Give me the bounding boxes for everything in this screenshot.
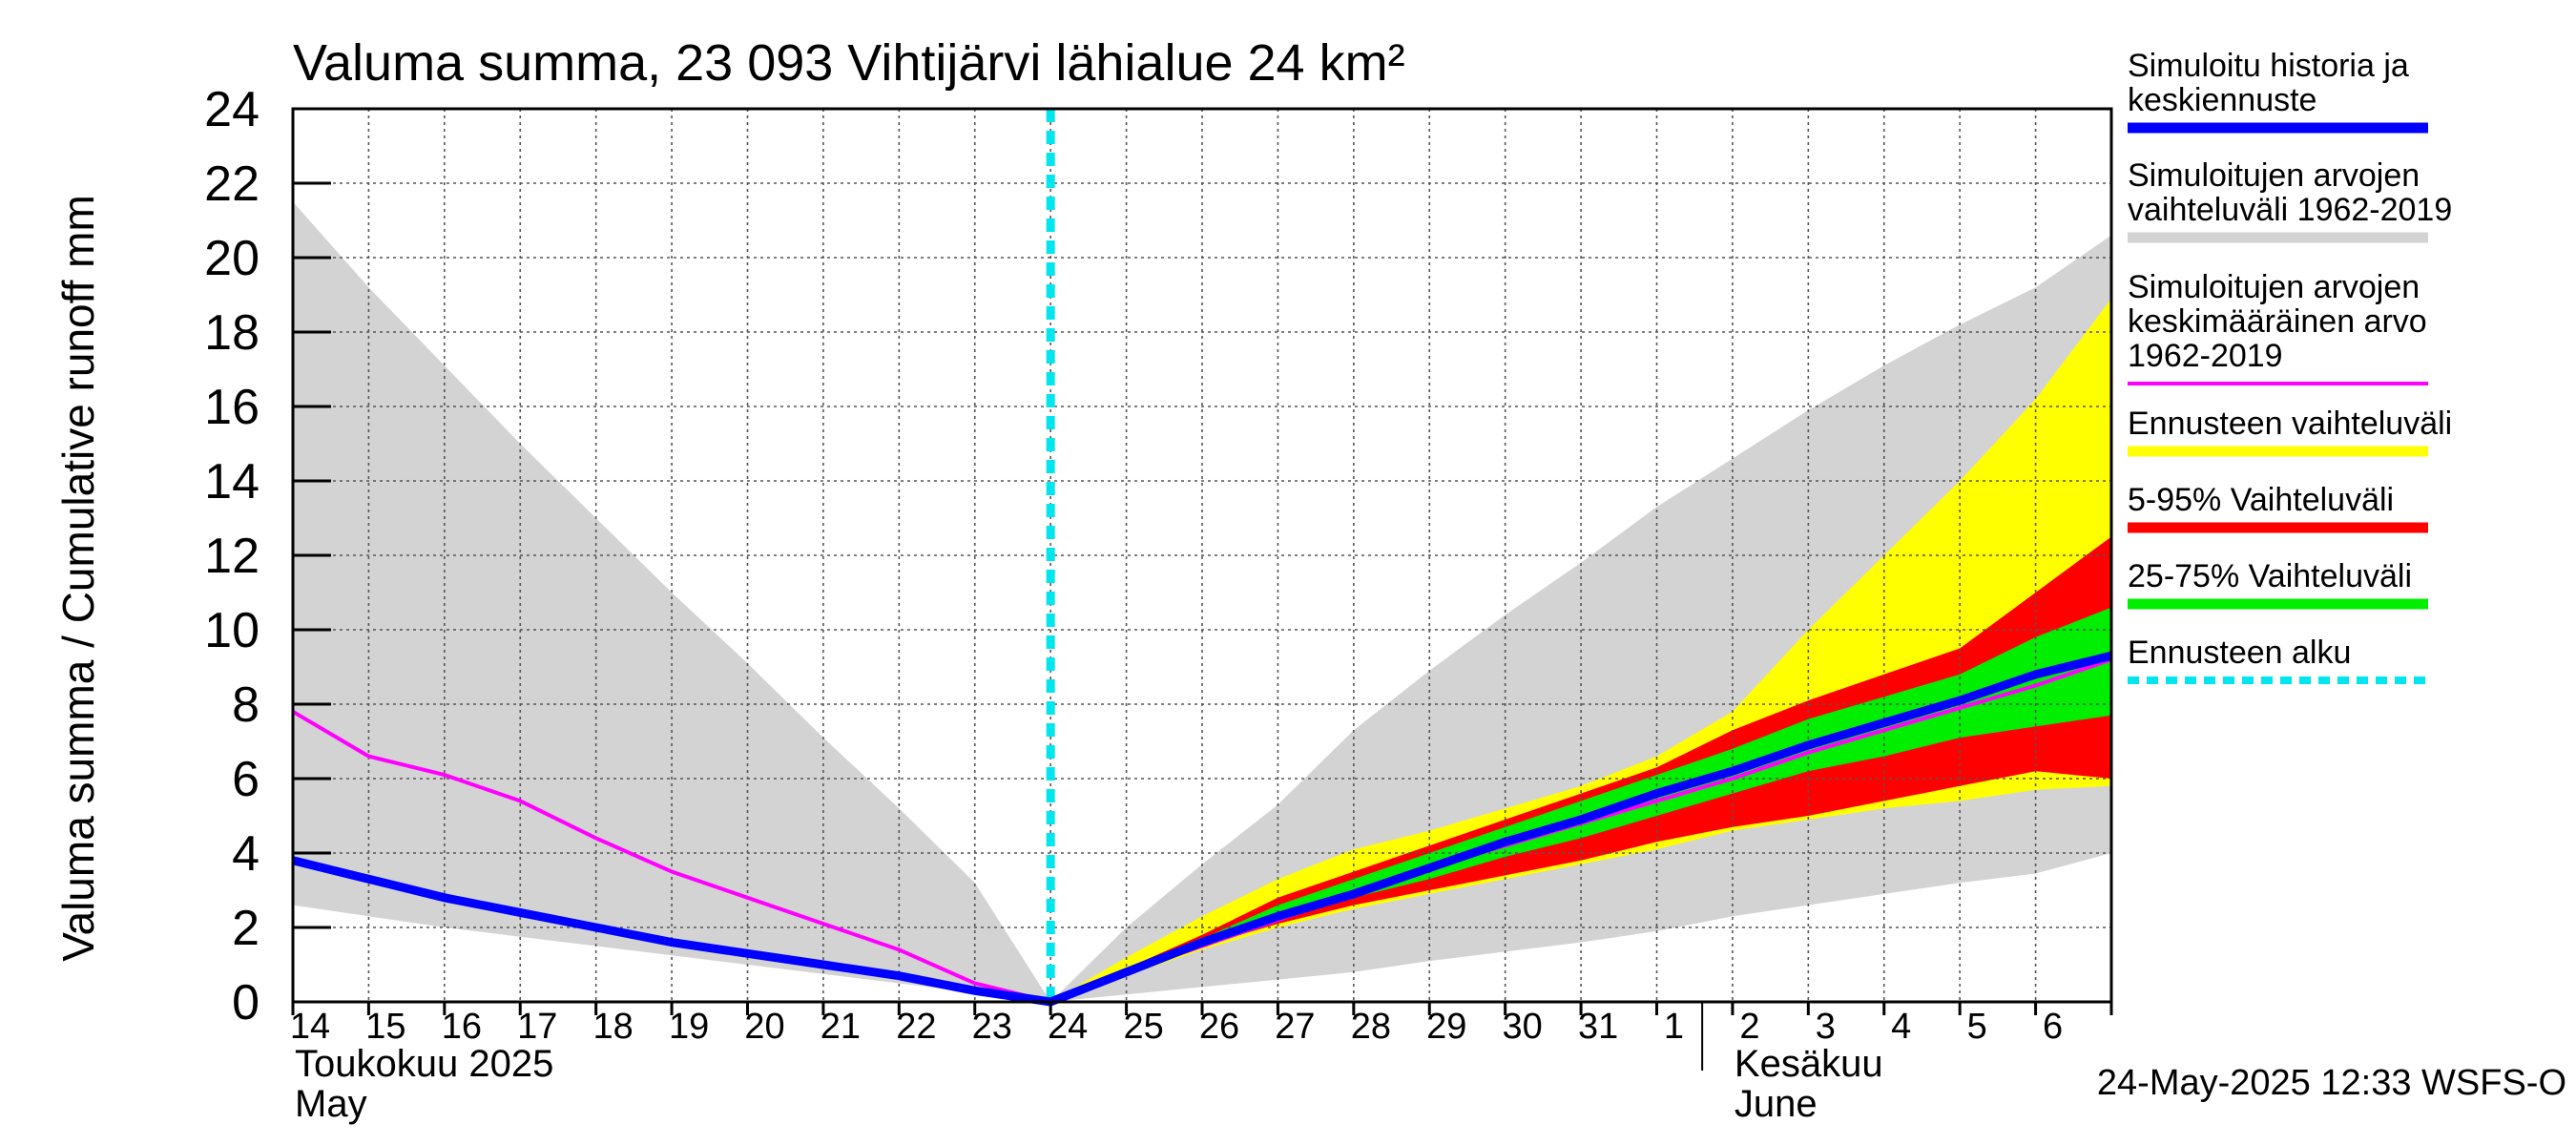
x-tick-label: 5 — [1967, 1007, 1987, 1047]
y-tick-label: 24 — [204, 82, 260, 137]
x-tick-label: 20 — [744, 1007, 784, 1047]
x-tick-label: 27 — [1275, 1007, 1315, 1047]
legend-label: keskiennuste — [2128, 82, 2316, 118]
percentile-5-95-band — [1050, 536, 2111, 1002]
legend-label: Simuloitujen arvojen — [2128, 269, 2420, 305]
x-tick-label: 30 — [1503, 1007, 1543, 1047]
y-tick-label: 10 — [204, 603, 260, 658]
legend-label: 5-95% Vaihteluväli — [2128, 482, 2394, 518]
legend-label: Ennusteen alku — [2128, 635, 2351, 671]
legend-label: Simuloitu historia ja — [2128, 48, 2409, 84]
x-tick-label: 1 — [1664, 1007, 1684, 1047]
y-tick-label: 12 — [204, 529, 260, 584]
month-label-en: May — [295, 1083, 367, 1125]
month-label: Toukokuu 2025 — [295, 1043, 553, 1085]
x-tick-label: 29 — [1426, 1007, 1466, 1047]
x-tick-label: 3 — [1816, 1007, 1836, 1047]
legend-entry: 5-95% Vaihteluväli — [2128, 482, 2428, 533]
y-tick-label: 20 — [204, 231, 260, 286]
x-tick-label: 4 — [1891, 1007, 1911, 1047]
y-tick-label: 16 — [204, 380, 260, 435]
x-tick-label: 23 — [972, 1007, 1012, 1047]
y-tick-label: 22 — [204, 156, 260, 212]
y-tick-label: 2 — [232, 901, 260, 956]
series-lines — [291, 109, 2113, 1007]
legend-label: Simuloitujen arvojen — [2128, 157, 2420, 194]
legend: Simuloitu historia jakeskiennusteSimuloi… — [2128, 48, 2452, 684]
x-tick-label: 24 — [1048, 1007, 1088, 1047]
x-tick-label: 17 — [517, 1007, 557, 1047]
y-tick-label: 8 — [232, 677, 260, 733]
legend-entry: Ennusteen alku — [2128, 635, 2428, 684]
x-tick-label: 21 — [821, 1007, 861, 1047]
y-tick-label: 14 — [204, 454, 260, 510]
y-tick-label: 0 — [232, 975, 260, 1030]
x-tick-label: 19 — [669, 1007, 709, 1047]
legend-entry: Ennusteen vaihteluväli — [2128, 406, 2452, 457]
legend-label: vaihteluväli 1962-2019 — [2128, 192, 2452, 228]
x-tick-label: 26 — [1199, 1007, 1239, 1047]
x-tick-label: 2 — [1739, 1007, 1759, 1047]
x-tick-label: 22 — [896, 1007, 936, 1047]
legend-label: keskimääräinen arvo — [2128, 303, 2427, 340]
history-median-line — [291, 651, 2113, 1007]
legend-label: Ennusteen vaihteluväli — [2128, 406, 2452, 442]
legend-entry: 25-75% Vaihteluväli — [2128, 558, 2428, 610]
y-tick-label: 4 — [232, 826, 260, 882]
x-tick-label: 28 — [1351, 1007, 1391, 1047]
month-label: Kesäkuu — [1735, 1043, 1883, 1085]
y-axis-label: Valuma summa / Cumulative runoff mm — [53, 195, 103, 962]
x-tick-label: 14 — [290, 1007, 330, 1047]
y-tick-label: 18 — [204, 305, 260, 361]
gridlines — [293, 109, 2111, 1002]
chart-title: Valuma summa, 23 093 Vihtijärvi lähialue… — [293, 34, 1405, 92]
x-tick-label: 16 — [442, 1007, 482, 1047]
y-tick-label: 6 — [232, 752, 260, 807]
legend-label: 1962-2019 — [2128, 338, 2283, 374]
x-tick-label: 25 — [1123, 1007, 1163, 1047]
month-label-en: June — [1735, 1083, 1818, 1125]
forecast-range-band — [1050, 298, 2111, 1002]
x-tick-label: 18 — [593, 1007, 634, 1047]
x-tick-label: 6 — [2043, 1007, 2063, 1047]
timestamp-label: 24-May-2025 12:33 WSFS-O — [2097, 1063, 2566, 1103]
x-tick-label: 15 — [365, 1007, 405, 1047]
x-tick-label: 31 — [1578, 1007, 1618, 1047]
legend-label: 25-75% Vaihteluväli — [2128, 558, 2412, 594]
